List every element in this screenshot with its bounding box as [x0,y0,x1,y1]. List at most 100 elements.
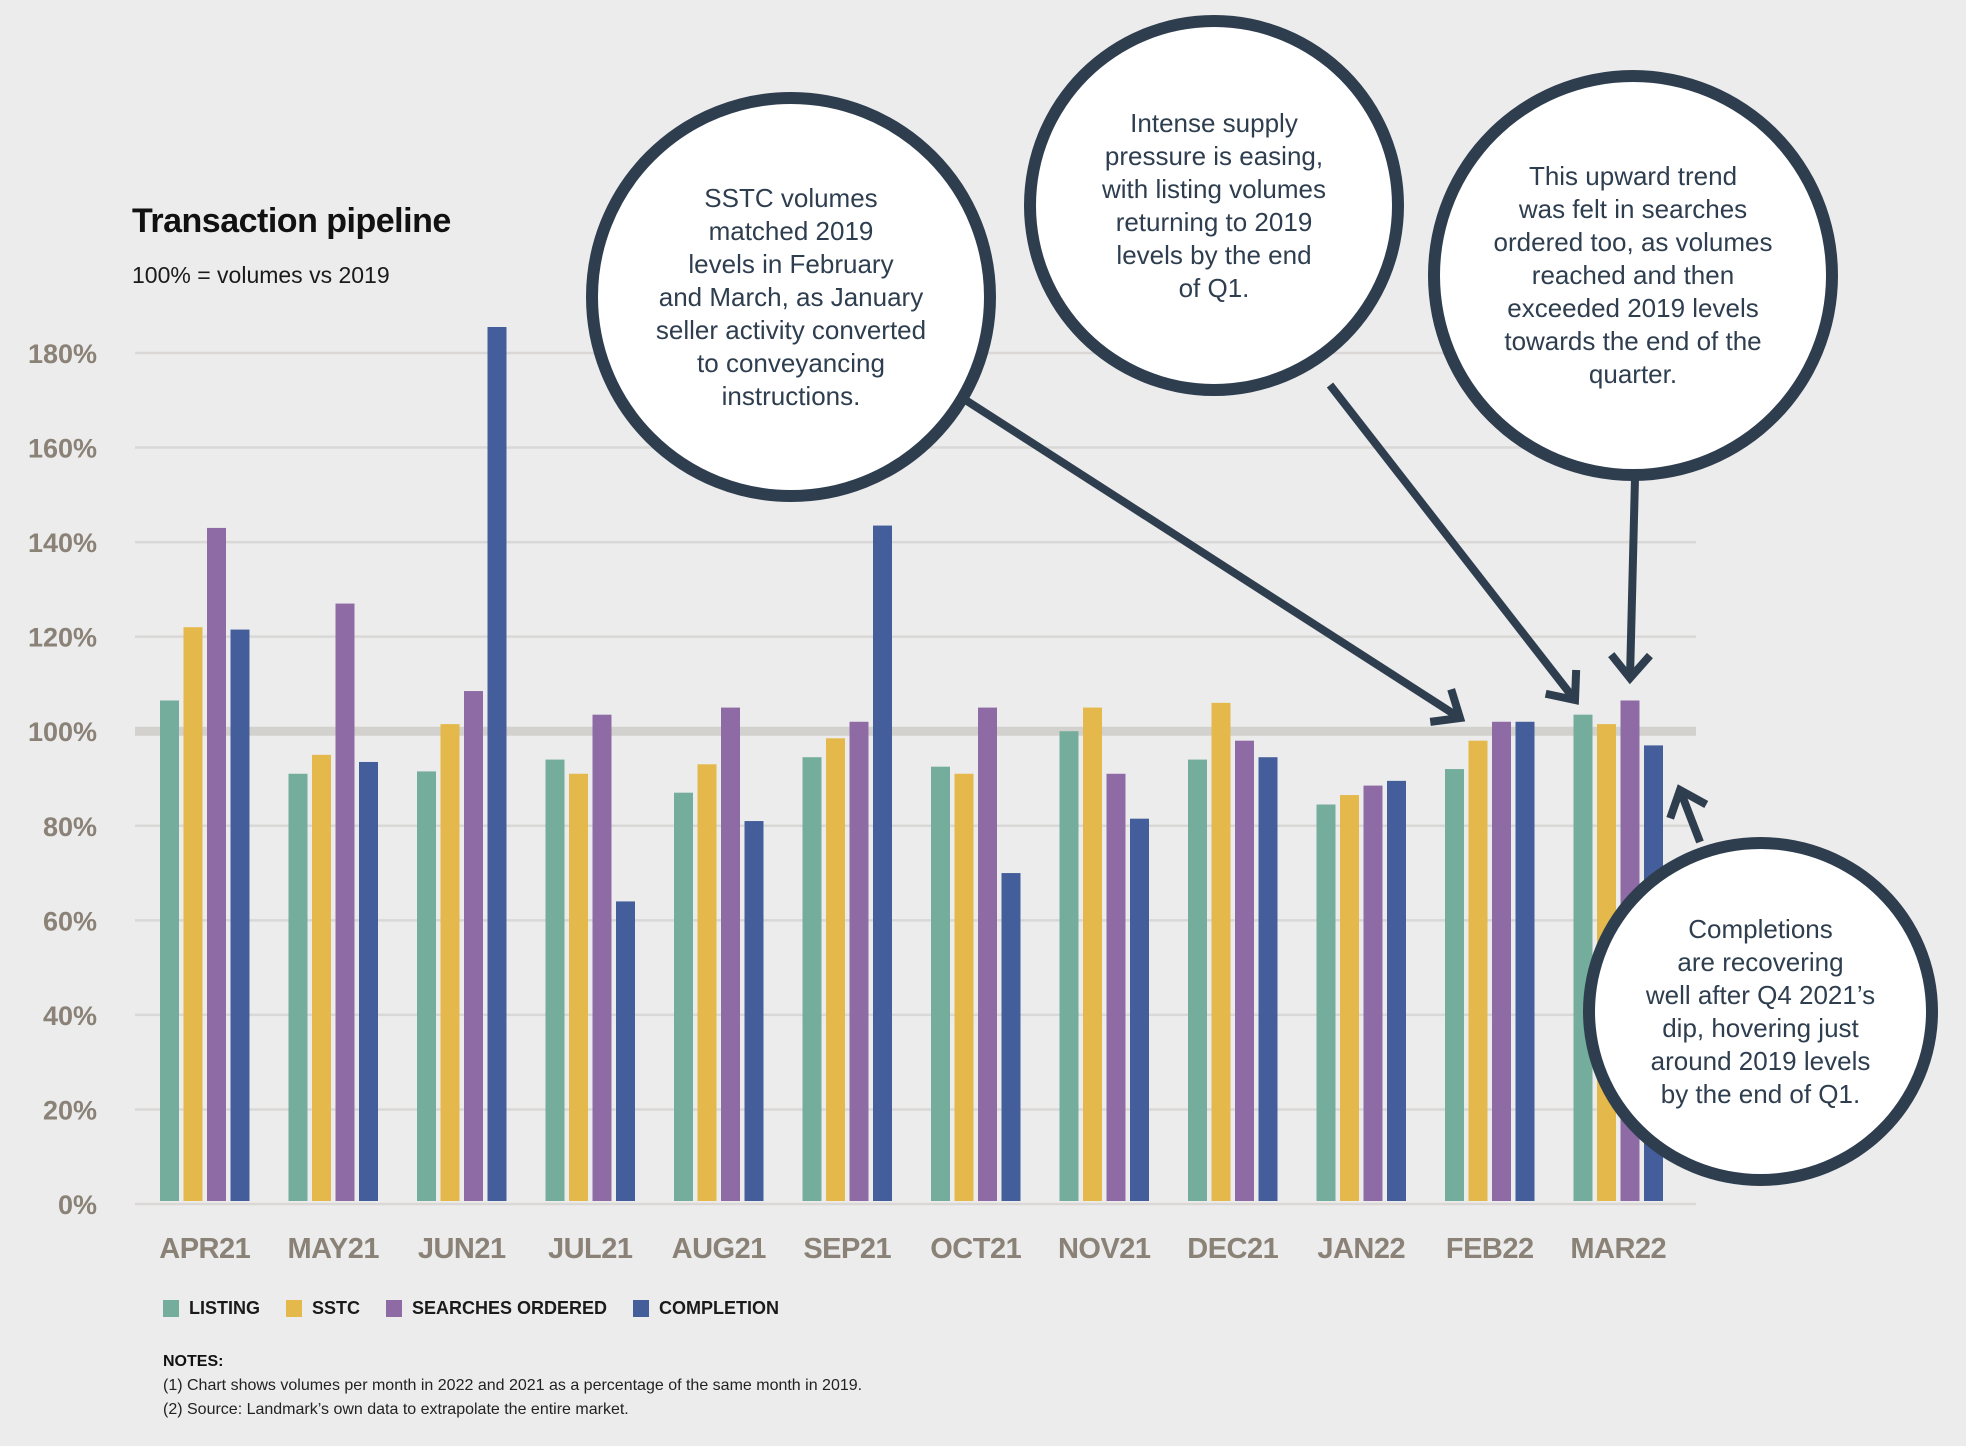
bar-completion-dec21 [1258,757,1278,1201]
arrow-shaft [1626,477,1639,679]
bars [160,326,1663,1202]
bar-listing-jan22 [1316,804,1336,1201]
bar-completion-may21 [359,761,378,1201]
bar-sstc-nov21 [1083,707,1102,1201]
chart-title: Transaction pipeline [132,202,451,240]
legend-swatch [163,1300,179,1317]
y-tick-label: 100% [28,717,97,747]
x-tick-label: AUG21 [672,1233,767,1265]
arrow-head [1666,784,1709,820]
bar-sstc-sep21 [826,738,845,1201]
bar-sstc-jun21 [440,724,460,1201]
x-axis-labels: APR21 MAY21 JUN21 JUL21 AUG21 SEP21 OCT21 NOV21… [159,1233,1666,1265]
bar-completion-feb22 [1515,721,1535,1201]
arrow-completions [1666,784,1709,844]
bar-searches-ordered-jan22 [1363,785,1383,1201]
y-tick-label: 140% [28,528,97,558]
bar-searches-ordered-feb22 [1492,721,1511,1201]
bar-sstc-jul21 [569,773,588,1201]
bar-searches-ordered-oct21 [978,707,997,1201]
y-tick-label: 180% [28,339,97,369]
bar-sstc-apr21 [183,627,203,1201]
legend-swatch [386,1300,403,1317]
bar-sstc-may21 [312,754,331,1201]
arrow-head [1429,688,1466,726]
x-tick-label: JUN21 [418,1233,506,1265]
y-tick-label: 0% [58,1190,97,1220]
callout-searches: This upward trend was felt in searches ord… [1428,70,1838,481]
legend-label: COMPLETION [659,1298,780,1318]
bar-sstc-oct21 [954,773,974,1201]
legend-label: SEARCHES ORDERED [412,1298,608,1318]
callout-text: Intense supply pressure is easing, with li… [1102,107,1326,303]
chart-subtitle: 100% = volumes vs 2019 [132,262,390,288]
callout-text: This upward trend was felt in searches ord… [1493,161,1773,389]
legend-item-listing: LISTING [163,1298,260,1319]
bar-listing-nov21 [1059,731,1079,1201]
bar-searches-ordered-apr21 [207,527,226,1201]
bar-listing-aug21 [674,792,693,1201]
y-tick-label: 20% [43,1095,97,1125]
x-tick-label: MAY21 [287,1233,379,1265]
bar-listing-sep21 [802,757,822,1201]
legend-label: LISTING [189,1298,260,1318]
x-tick-label: DEC21 [1187,1233,1278,1265]
bar-listing-apr21 [160,700,179,1201]
gridlines [135,351,1696,1206]
bar-completion-nov21 [1130,818,1149,1201]
y-tick-label: 120% [28,623,97,653]
y-tick-label: 80% [43,812,97,842]
bar-searches-ordered-dec21 [1235,740,1254,1201]
x-tick-label: JAN22 [1317,1233,1405,1265]
legend-item-completion: COMPLETION [633,1298,779,1319]
x-tick-label: MAR22 [1570,1233,1666,1265]
bar-searches-ordered-jun21 [464,691,483,1201]
notes-title: NOTES: [163,1353,224,1370]
bar-listing-jun21 [417,771,436,1201]
x-tick-label: FEB22 [1446,1233,1534,1265]
chart-legend: LISTING SSTC SEARCHES ORDERED COMPLETION [163,1298,805,1319]
callout-text: Completions are recovering well after Q4 2… [1645,913,1876,1109]
bar-listing-feb22 [1445,769,1464,1201]
y-axis-labels: 0% 20% 40% 60% 80% 100% 120% 140% 160% 180% [28,339,97,1220]
bar-searches-ordered-may21 [335,603,355,1201]
bar-completion-apr21 [230,629,250,1201]
bar-listing-jul21 [545,759,565,1201]
arrow-shaft [1676,788,1704,844]
arrow-sstc [964,397,1466,726]
bar-listing-mar22 [1573,714,1593,1201]
y-tick-label: 160% [28,434,97,464]
callout-sstc: SSTC volumes matched 2019 levels in Februa… [586,92,996,502]
legend-swatch [286,1300,302,1317]
bar-completion-sep21 [873,525,892,1201]
arrow-head [1544,669,1581,705]
bar-completion-oct21 [1001,873,1021,1201]
bar-searches-ordered-aug21 [721,707,740,1201]
y-tick-label: 60% [43,906,97,936]
bar-completion-jun21 [487,326,507,1202]
bar-searches-ordered-sep21 [849,721,869,1201]
note-line: (2) Source: Landmark’s own data to extra… [163,1401,629,1418]
chart-notes: NOTES: (1) Chart shows volumes per month… [163,1350,862,1422]
x-tick-label: APR21 [159,1233,250,1265]
bar-completion-jan22 [1387,780,1406,1201]
y-tick-label: 40% [43,1001,97,1031]
arrow-listing [1326,382,1581,705]
x-tick-label: SEP21 [803,1233,891,1265]
callout-completions: Completions are recovering well after Q4 2… [1583,837,1938,1186]
note-line: (1) Chart shows volumes per month in 202… [163,1377,863,1394]
arrow-shaft [964,397,1463,722]
callout-listing: Intense supply pressure is easing, with li… [1024,15,1404,396]
callout-text: SSTC volumes matched 2019 levels in Februa… [655,182,927,411]
legend-item-searches-ordered: SEARCHES ORDERED [386,1298,607,1319]
x-tick-label: NOV21 [1058,1233,1151,1265]
arrow-shaft [1326,382,1579,703]
bar-sstc-dec21 [1211,702,1231,1201]
legend-swatch [633,1300,650,1317]
bar-sstc-feb22 [1468,740,1488,1201]
bar-completion-aug21 [744,821,764,1201]
x-tick-label: OCT21 [930,1233,1021,1265]
x-tick-label: JUL21 [548,1233,633,1265]
callout-arrows [964,382,1709,844]
